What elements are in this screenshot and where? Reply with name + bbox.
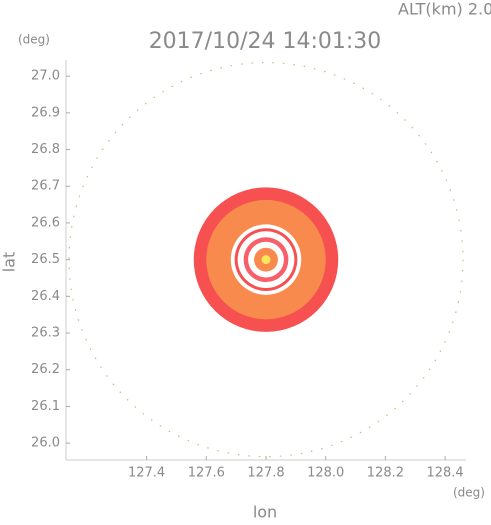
y-tick-label: 26.2 [31, 362, 60, 377]
x-tick-label: 128.2 [367, 466, 404, 481]
echo-ring [261, 255, 271, 265]
x-unit: (deg) [453, 486, 485, 500]
y-tick-label: 26.3 [31, 326, 60, 341]
x-tick-label: 127.6 [188, 466, 225, 481]
x-axis-label: lon [253, 503, 277, 522]
y-tick-label: 27.0 [31, 69, 60, 84]
x-tick-label: 127.4 [128, 466, 165, 481]
x-tick-label: 127.8 [247, 466, 284, 481]
x-tick-label: 128.4 [426, 466, 463, 481]
chart-title: 2017/10/24 14:01:30 [149, 29, 382, 54]
y-tick-label: 26.6 [31, 215, 60, 230]
y-tick-label: 26.5 [31, 252, 60, 267]
y-tick-label: 26.7 [31, 179, 60, 194]
x-tick-label: 128.0 [307, 466, 344, 481]
range-ring [68, 62, 464, 458]
y-tick-label: 26.1 [31, 399, 60, 414]
y-tick-label: 26.9 [31, 105, 60, 120]
y-unit: (deg) [18, 33, 50, 47]
y-tick-label: 26.8 [31, 142, 60, 157]
y-tick-label: 26.0 [31, 436, 60, 451]
y-axis-label: lat [0, 252, 19, 273]
y-tick-label: 26.4 [31, 289, 60, 304]
subtitle: ALT(km) 2.0 [398, 0, 491, 19]
